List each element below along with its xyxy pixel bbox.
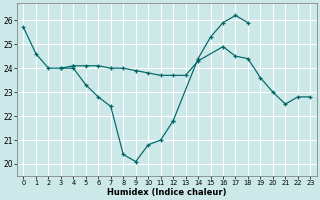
X-axis label: Humidex (Indice chaleur): Humidex (Indice chaleur) (107, 188, 227, 197)
